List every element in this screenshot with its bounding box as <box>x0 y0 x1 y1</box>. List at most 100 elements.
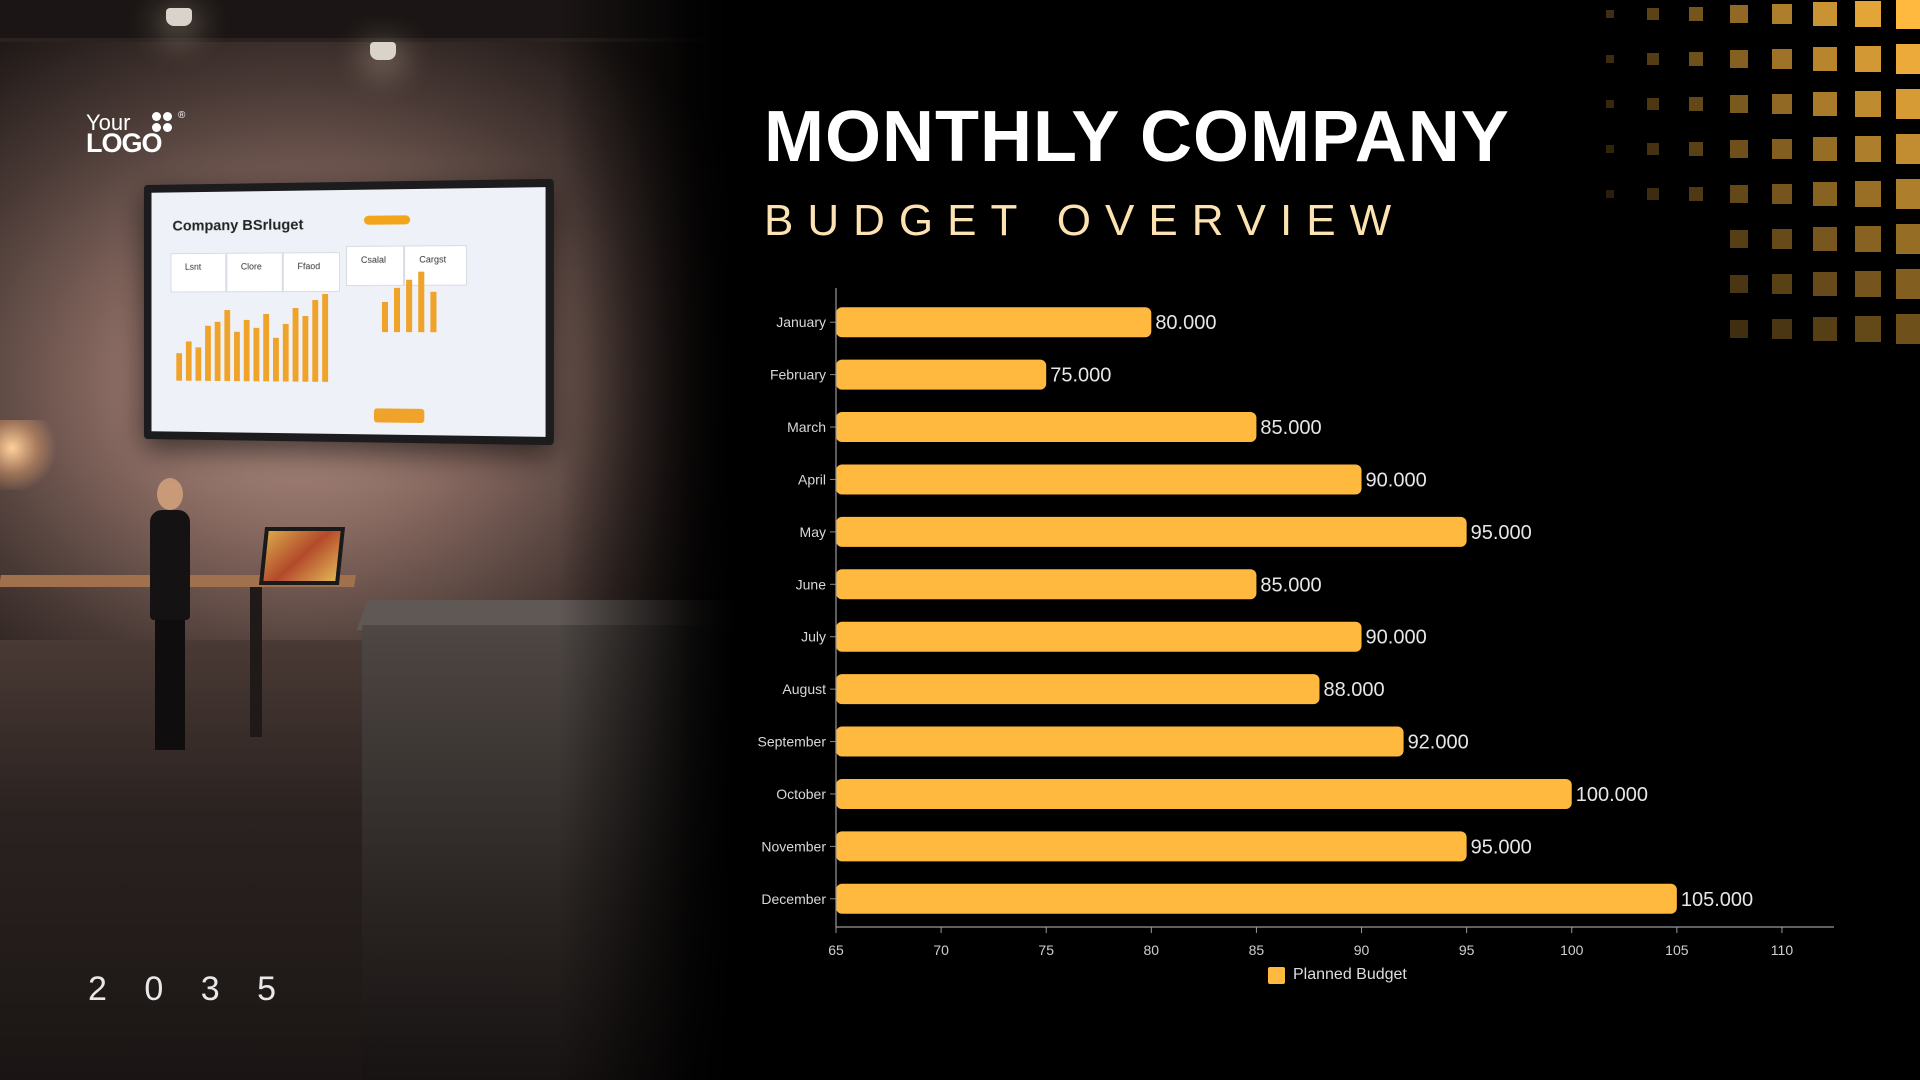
legend-swatch <box>1268 967 1285 984</box>
bar <box>836 884 1677 914</box>
bar <box>836 360 1046 390</box>
screen-card: Ffaod <box>283 252 340 292</box>
deco-square <box>1855 181 1882 208</box>
category-label: June <box>796 576 827 592</box>
category-label: April <box>798 471 826 487</box>
deco-square <box>1730 95 1747 112</box>
data-label: 92.000 <box>1408 732 1469 754</box>
category-label: May <box>800 524 826 540</box>
budget-bar-chart: January 80.000 February 75.000 March 85.000 Ap… <box>750 280 1900 1000</box>
registered-mark: ® <box>178 110 185 121</box>
logo-mark-icon <box>152 112 174 134</box>
x-tick-label: 75 <box>1038 942 1054 958</box>
x-tick-label: 65 <box>828 942 844 958</box>
bar <box>836 779 1572 809</box>
deco-square <box>1689 187 1703 201</box>
deco-square <box>1896 134 1920 164</box>
page-subtitle: BUDGET OVERVIEW <box>764 196 1405 246</box>
brand-logo: Your LOGO ® <box>86 110 196 156</box>
category-label: January <box>776 314 826 330</box>
deco-square <box>1772 229 1793 250</box>
deco-square <box>1896 179 1920 209</box>
deco-square <box>1896 89 1920 119</box>
page-title: MONTHLY COMPANY <box>764 96 1510 178</box>
deco-square <box>1647 98 1658 109</box>
hero-photo: Company BSrluget Lsnt Clore Ffaod Csalal… <box>0 0 735 1080</box>
x-tick-label: 95 <box>1459 942 1475 958</box>
x-tick-label: 80 <box>1144 942 1160 958</box>
bar <box>836 674 1319 704</box>
deco-square <box>1813 227 1837 251</box>
data-label: 85.000 <box>1260 574 1321 596</box>
bar <box>836 412 1256 442</box>
screen-pill <box>364 215 410 225</box>
category-label: March <box>787 419 826 435</box>
deco-square <box>1689 52 1703 66</box>
bar <box>836 727 1404 757</box>
x-tick-label: 105 <box>1665 942 1689 958</box>
bar <box>836 622 1362 652</box>
deco-square <box>1896 224 1920 254</box>
year-label: 2 0 3 5 <box>88 970 290 1009</box>
data-label: 90.000 <box>1366 469 1427 491</box>
screen-button <box>374 408 424 423</box>
x-tick-label: 70 <box>933 942 949 958</box>
deco-square <box>1896 44 1920 74</box>
deco-square <box>1647 53 1658 64</box>
data-label: 95.000 <box>1471 522 1532 544</box>
deco-square <box>1772 4 1793 25</box>
deco-square <box>1689 7 1703 21</box>
deco-square <box>1689 142 1703 156</box>
bar <box>836 307 1151 337</box>
legend-label: Planned Budget <box>1293 966 1407 984</box>
bar <box>836 517 1467 547</box>
deco-square <box>1813 92 1837 116</box>
category-label: February <box>770 367 826 383</box>
deco-square <box>1813 2 1837 26</box>
desk-leg <box>250 587 262 737</box>
bar <box>836 831 1467 861</box>
data-label: 105.000 <box>1681 889 1753 911</box>
deco-square <box>1730 140 1747 157</box>
monitor-screen: Company BSrluget Lsnt Clore Ffaod Csalal… <box>152 187 546 437</box>
bar <box>836 569 1256 599</box>
deco-square <box>1772 184 1793 205</box>
deco-square <box>1772 94 1793 115</box>
deco-square <box>1647 8 1658 19</box>
ceiling-lamp <box>370 42 396 60</box>
logo-text-bottom: LOGO <box>86 128 162 159</box>
data-label: 90.000 <box>1366 627 1427 649</box>
deco-square <box>1606 100 1614 108</box>
data-label: 100.000 <box>1576 784 1648 806</box>
data-label: 95.000 <box>1471 836 1532 858</box>
category-label: December <box>761 891 826 907</box>
screen-bar-chart <box>176 290 332 382</box>
x-tick-label: 90 <box>1354 942 1370 958</box>
chart-legend: Planned Budget <box>1268 966 1407 984</box>
deco-square <box>1855 136 1882 163</box>
person <box>145 478 195 758</box>
deco-square <box>1813 47 1837 71</box>
deco-square <box>1606 190 1614 198</box>
x-tick-label: 100 <box>1560 942 1584 958</box>
deco-square <box>1772 49 1793 70</box>
bar <box>836 464 1362 494</box>
category-label: November <box>761 838 826 854</box>
deco-square <box>1730 230 1747 247</box>
x-tick-label: 85 <box>1249 942 1265 958</box>
wall-lamp <box>0 420 60 490</box>
data-label: 75.000 <box>1050 365 1111 387</box>
deco-square <box>1730 185 1747 202</box>
deco-square <box>1689 97 1703 111</box>
laptop <box>259 527 345 585</box>
deco-square <box>1730 50 1747 67</box>
x-tick-label: 110 <box>1771 942 1794 958</box>
deco-square <box>1647 188 1658 199</box>
category-label: September <box>758 734 827 750</box>
deco-square <box>1855 226 1882 253</box>
deco-square <box>1606 10 1614 18</box>
screen-card: Clore <box>226 252 282 292</box>
ceiling-lamp <box>166 8 192 26</box>
deco-square <box>1606 55 1614 63</box>
deco-square <box>1813 137 1837 161</box>
